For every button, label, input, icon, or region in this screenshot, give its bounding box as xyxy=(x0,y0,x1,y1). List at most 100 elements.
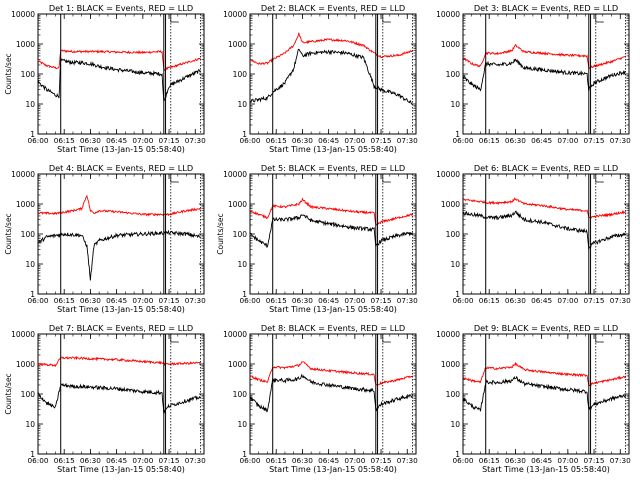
plot-frame xyxy=(249,333,417,455)
x-tick-label: 06:30 xyxy=(505,456,526,465)
y-axis-label: Counts/sec xyxy=(4,373,13,414)
panel-3: Det 3: BLACK = Events, RED = LLD 1 10 100 10… xyxy=(436,3,631,145)
y-tick-label: 10 xyxy=(237,260,247,269)
x-tick-label: 06:00 xyxy=(452,456,473,465)
y-tick-label: 1000 xyxy=(228,40,247,49)
x-tick-label: 06:00 xyxy=(27,296,48,305)
x-tick-label: 06:00 xyxy=(27,136,48,145)
y-tick-label: 10 xyxy=(25,100,35,109)
bracket-marker xyxy=(382,334,391,343)
x-tick-label: 07:15 xyxy=(371,456,392,465)
series-line-lld-red xyxy=(250,197,413,226)
x-tick-label: 06:15 xyxy=(54,296,75,305)
y-tick-label: 10000 xyxy=(223,330,247,339)
y-tick-label: 1 xyxy=(455,130,460,139)
x-tick-label: 07:15 xyxy=(159,296,180,305)
x-tick-label: 06:00 xyxy=(239,456,260,465)
y-tick-label: 10 xyxy=(25,260,35,269)
x-axis-label: Start Time (13-Jan-15 05:58:40) xyxy=(269,465,397,474)
x-tick-label: 07:30 xyxy=(185,456,206,465)
x-tick-label: 07:30 xyxy=(185,136,206,145)
x-tick-label: 06:00 xyxy=(239,296,260,305)
x-tick-label: 06:45 xyxy=(106,136,127,145)
y-tick-label: 1 xyxy=(30,290,35,299)
y-tick-label: 10000 xyxy=(11,10,35,19)
y-tick-label: 10 xyxy=(25,420,35,429)
bracket-marker xyxy=(170,334,179,343)
y-tick-label: 1000 xyxy=(441,360,460,369)
x-tick-label: 06:45 xyxy=(531,456,552,465)
y-tick-label: 100 xyxy=(233,70,248,79)
y-tick-label: 1000 xyxy=(16,40,35,49)
bracket-marker xyxy=(170,14,179,23)
y-axis-label: Counts/sec xyxy=(216,213,225,254)
x-tick-label: 06:30 xyxy=(505,296,526,305)
panel-title: Det 4: BLACK = Events, RED = LLD xyxy=(49,163,193,173)
x-tick-label: 06:30 xyxy=(292,456,313,465)
x-tick-label: 07:00 xyxy=(557,456,578,465)
x-tick-label: 07:30 xyxy=(185,296,206,305)
y-tick-label: 10 xyxy=(450,100,460,109)
series-line-events-black xyxy=(38,229,201,281)
y-tick-label: 10 xyxy=(450,260,460,269)
panel-title: Det 5: BLACK = Events, RED = LLD xyxy=(261,163,405,173)
y-tick-label: 100 xyxy=(446,230,461,239)
y-tick-label: 10000 xyxy=(436,170,460,179)
plot-frame xyxy=(249,13,417,135)
x-tick-label: 06:30 xyxy=(292,296,313,305)
x-tick-label: 06:15 xyxy=(266,136,287,145)
x-tick-label: 06:30 xyxy=(80,136,101,145)
x-axis-label: Start Time (13-Jan-15 05:58:40) xyxy=(269,145,397,154)
x-tick-label: 07:30 xyxy=(610,136,631,145)
x-tick-label: 07:00 xyxy=(344,296,365,305)
x-tick-label: 06:15 xyxy=(266,456,287,465)
series-line-events-black xyxy=(250,214,413,249)
panel-title: Det 9: BLACK = Events, RED = LLD xyxy=(474,323,618,333)
y-tick-label: 1 xyxy=(242,130,247,139)
y-tick-label: 10000 xyxy=(223,10,247,19)
panel-2: Det 2: BLACK = Events, RED = LLD 1 10 100 10… xyxy=(223,3,418,154)
y-tick-label: 1000 xyxy=(16,200,35,209)
y-tick-label: 1 xyxy=(455,290,460,299)
series-line-lld-red xyxy=(38,194,201,217)
bracket-marker xyxy=(170,174,179,183)
y-tick-label: 10 xyxy=(237,420,247,429)
x-tick-label: 06:15 xyxy=(479,136,500,145)
y-tick-label: 10000 xyxy=(11,330,35,339)
series-line-lld-red xyxy=(250,32,413,66)
series-line-lld-red xyxy=(38,356,201,367)
x-tick-label: 07:30 xyxy=(397,136,418,145)
x-tick-label: 07:00 xyxy=(557,136,578,145)
x-tick-label: 06:15 xyxy=(266,296,287,305)
plot-frame xyxy=(249,173,417,295)
panel-6: Det 6: BLACK = Events, RED = LLD 1 10 100 10… xyxy=(436,163,631,305)
x-tick-label: 06:30 xyxy=(292,136,313,145)
x-tick-label: 07:15 xyxy=(584,456,605,465)
y-axis-label: Counts/sec xyxy=(4,213,13,254)
x-tick-label: 06:45 xyxy=(318,456,339,465)
panel-title: Det 8: BLACK = Events, RED = LLD xyxy=(261,323,405,333)
x-tick-label: 07:00 xyxy=(132,136,153,145)
y-tick-label: 1 xyxy=(30,450,35,459)
x-tick-label: 06:00 xyxy=(452,296,473,305)
series-line-events-black xyxy=(38,58,201,102)
series-line-events-black xyxy=(463,210,626,250)
x-tick-label: 06:30 xyxy=(505,136,526,145)
plot-frame xyxy=(37,13,205,135)
panel-title: Det 6: BLACK = Events, RED = LLD xyxy=(474,163,618,173)
series-line-lld-red xyxy=(38,49,201,72)
x-tick-label: 06:30 xyxy=(80,296,101,305)
x-tick-label: 07:15 xyxy=(371,296,392,305)
x-tick-label: 06:00 xyxy=(452,136,473,145)
y-tick-label: 1 xyxy=(242,450,247,459)
y-tick-label: 1 xyxy=(242,290,247,299)
x-axis-label: Start Time (13-Jan-15 05:58:40) xyxy=(269,305,397,314)
x-tick-label: 06:00 xyxy=(27,456,48,465)
x-tick-label: 07:00 xyxy=(132,456,153,465)
panel-1: Det 1: BLACK = Events, RED = LLD 1 10 100 10… xyxy=(4,3,206,154)
x-tick-label: 07:30 xyxy=(610,456,631,465)
y-tick-label: 10 xyxy=(237,100,247,109)
x-tick-label: 06:00 xyxy=(239,136,260,145)
series-line-lld-red xyxy=(463,197,626,219)
